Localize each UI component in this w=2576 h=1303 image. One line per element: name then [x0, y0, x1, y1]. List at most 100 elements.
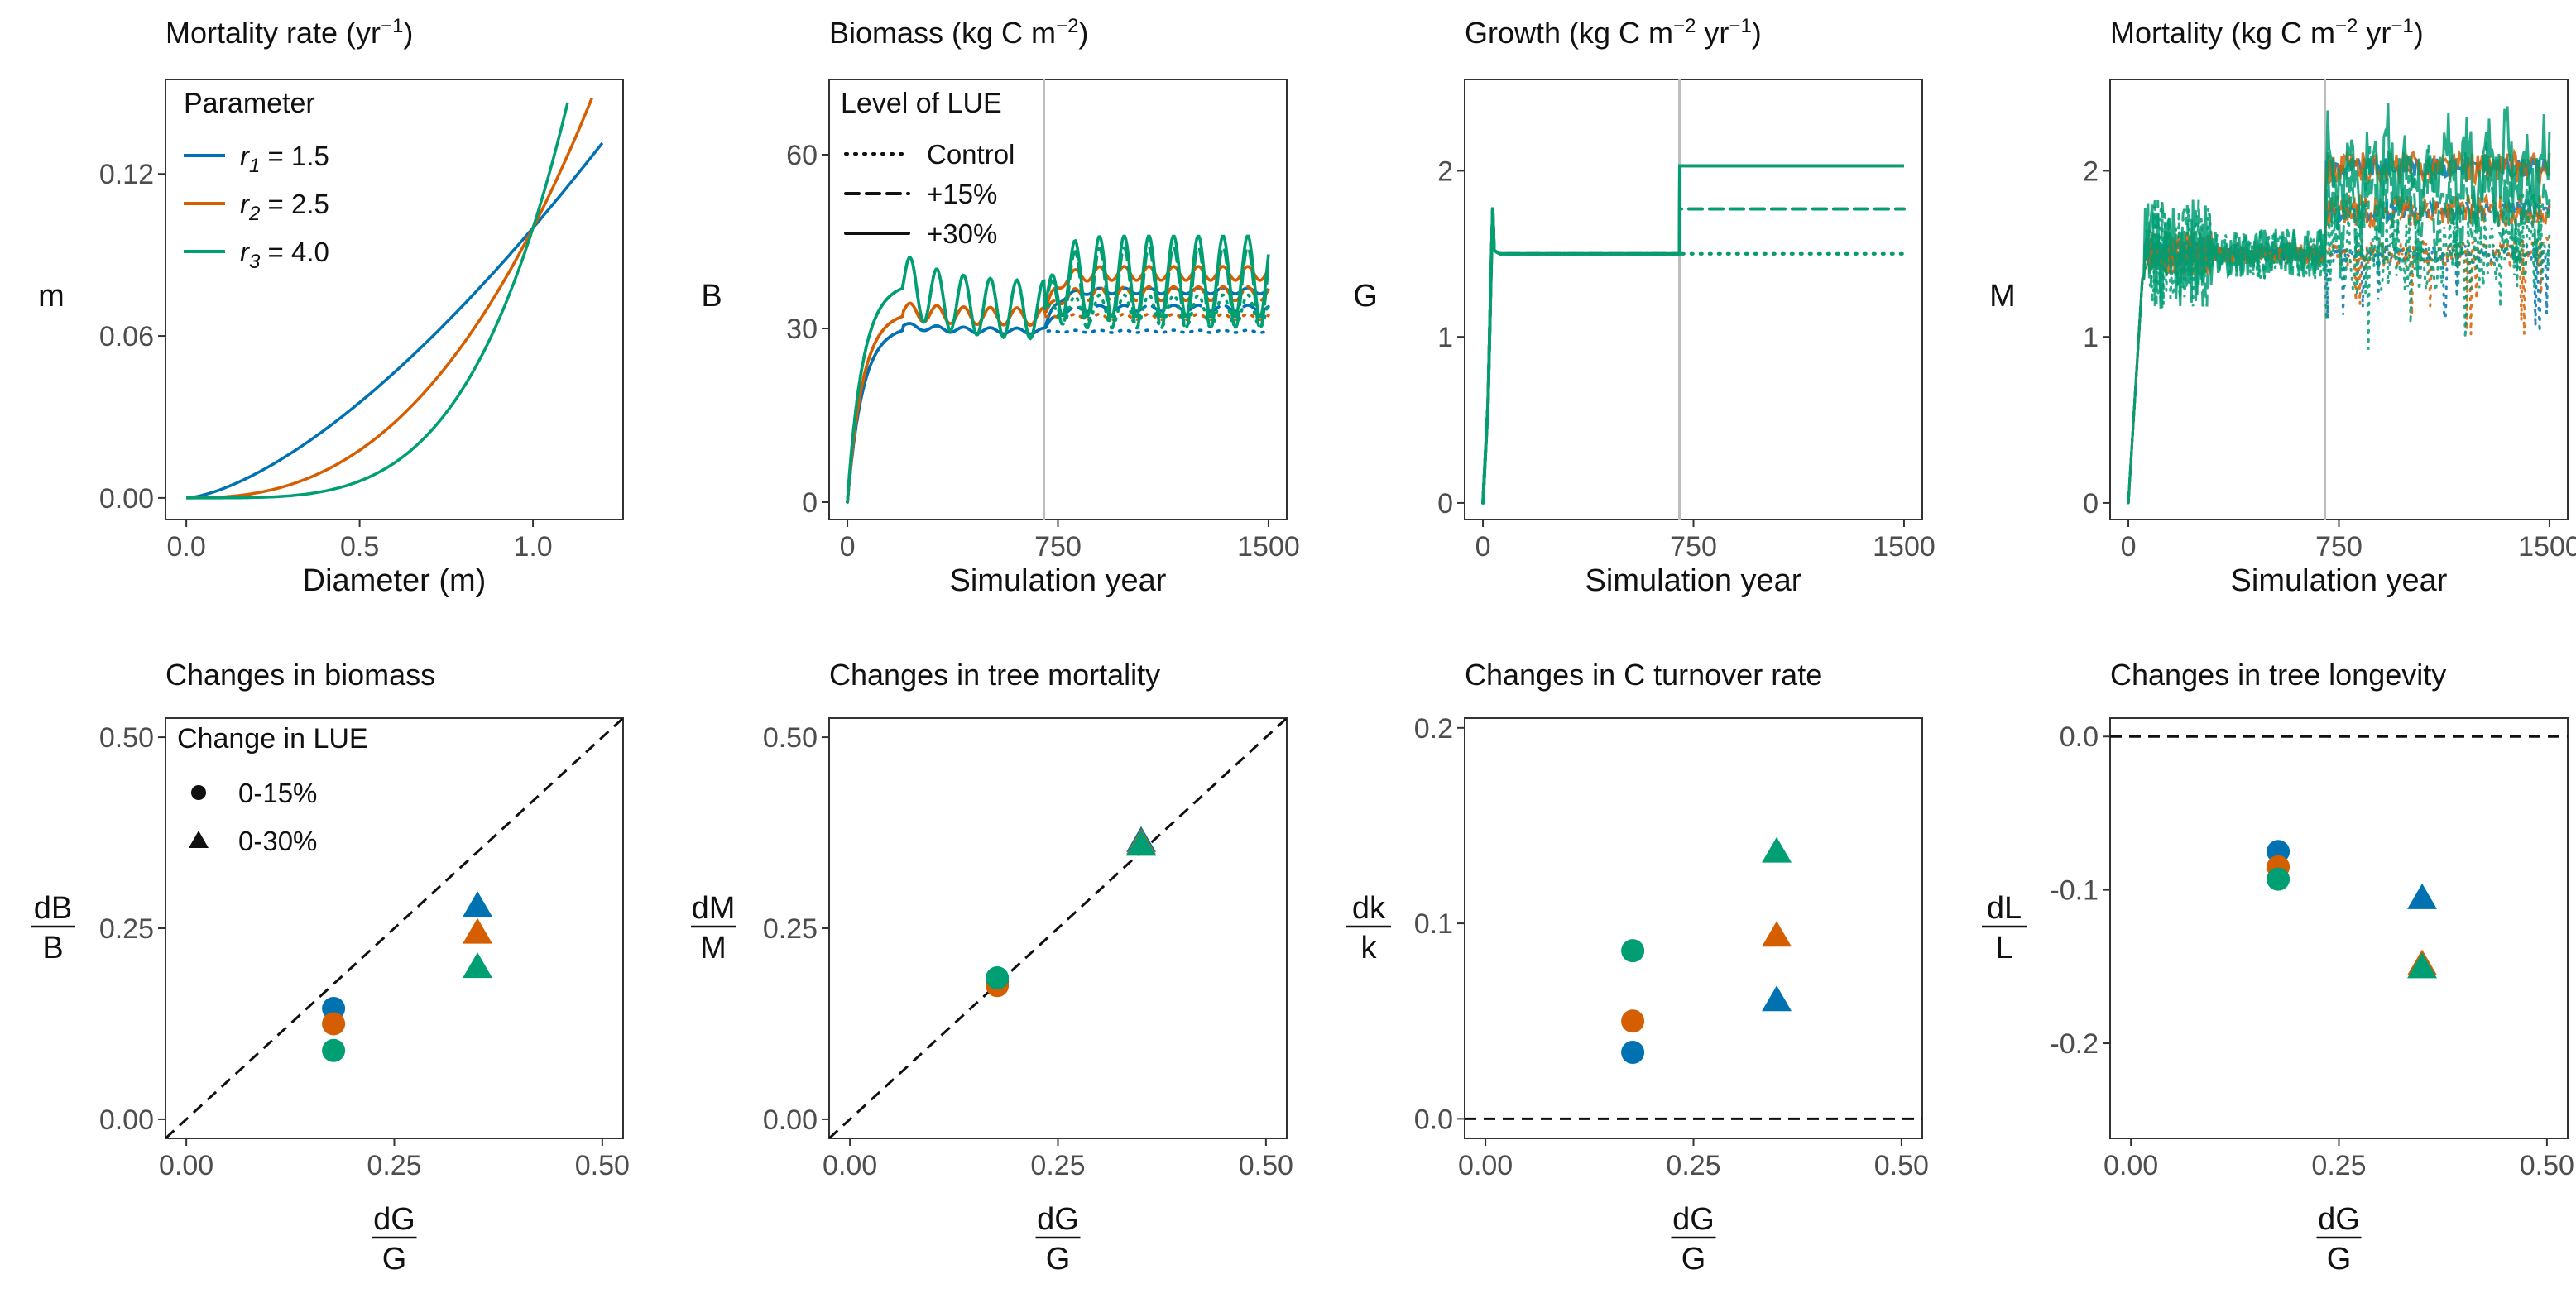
legend-label: Control: [927, 139, 1015, 170]
legend-symbol: r: [240, 141, 251, 171]
y-tick-label: 0.50: [763, 722, 818, 754]
panel-mortality-rate: Mortality rate (yr−1) 0.0 0.5 1.0 0.00 0.06 0.…: [38, 15, 624, 598]
y-tick-label: 0.0: [2060, 721, 2099, 753]
line-r2: [186, 97, 593, 500]
line-r3-control: [1481, 207, 1906, 505]
y-tick-label: 0.1: [1414, 908, 1453, 940]
title-part: yr: [1696, 16, 1729, 50]
line-r2-plus30: [1481, 164, 1904, 503]
point-circle-r3: [322, 1038, 346, 1062]
panel-title: Mortality rate (yr−1): [165, 15, 413, 50]
legend-key-triangle: [189, 831, 209, 848]
x-tick-label: 0.00: [1458, 1150, 1513, 1181]
plot-area: [829, 718, 1287, 1138]
title-part: −2: [1056, 15, 1078, 37]
legend: Level of LUE Control +15% +30%: [841, 88, 1015, 249]
y-tick-label: 0.00: [99, 483, 154, 515]
legend-value: = 2.5: [260, 189, 329, 219]
x-tick-label: 0.50: [1239, 1150, 1293, 1181]
x-axis-label: Simulation year: [1585, 563, 1802, 598]
point-circle-r3: [986, 966, 1010, 990]
plot-area: [165, 718, 623, 1138]
x-tick-label: 0.25: [1666, 1150, 1720, 1181]
legend-label: 0-15%: [238, 778, 317, 808]
legend-value: = 4.0: [260, 237, 329, 267]
title-part: Biomass (kg C m: [829, 16, 1056, 50]
legend: Change in LUE 0-15% 0-30%: [177, 723, 368, 856]
legend-title: Change in LUE: [177, 723, 368, 754]
plot-area: [2110, 735, 2568, 979]
line-r1-plus15: [1481, 207, 1906, 505]
fraction-numerator: dL: [1987, 891, 2022, 926]
legend-label: r3 = 4.0: [240, 237, 329, 273]
fraction-denominator: B: [42, 931, 63, 965]
x-tick-label: 1500: [1237, 531, 1300, 563]
fraction-numerator: dG: [2318, 1202, 2360, 1237]
panel-changes-turnover: Changes in C turnover rate 0.00 0.25 0.50 0.…: [1346, 658, 1929, 1277]
x-axis-label: dG G: [1035, 1202, 1081, 1277]
title-part: ): [2414, 16, 2424, 50]
x-tick-label: 0.25: [2311, 1150, 2366, 1181]
plot-area: [1481, 79, 1906, 520]
x-tick-label: 1.0: [513, 531, 552, 563]
reference-line-identity: [829, 718, 1287, 1138]
legend-label: r2 = 2.5: [240, 189, 329, 225]
legend-subscript: 2: [248, 203, 260, 225]
fraction-denominator: G: [1681, 1242, 1706, 1277]
legend-subscript: 3: [249, 251, 261, 273]
fraction-numerator: dG: [373, 1202, 415, 1237]
y-tick-label: 0.2: [1414, 713, 1453, 745]
point-triangle-r3: [2407, 952, 2438, 979]
panel-mortality: Mortality (kg C m−2 yr−1) 0 750 1500 0 1 2 Simu…: [1989, 15, 2576, 599]
y-axis-label: G: [1353, 279, 1378, 314]
x-tick-label: 0.00: [823, 1150, 877, 1181]
y-axis-label: m: [38, 279, 65, 314]
fraction-numerator: dk: [1352, 891, 1386, 926]
fraction-denominator: L: [1995, 931, 2012, 965]
x-tick-label: 1500: [2518, 531, 2576, 563]
y-tick-label: 2: [2083, 156, 2099, 187]
panel-biomass: Biomass (kg C m−2) 0 750 1500 0 30 60 Simulatio…: [701, 15, 1299, 599]
title-part: yr: [2358, 16, 2391, 50]
y-axis-label: dB B: [31, 891, 75, 965]
panel-title: Changes in C turnover rate: [1465, 658, 1822, 692]
y-tick-label: 0.25: [763, 913, 818, 945]
x-axis-label: dG G: [1671, 1202, 1716, 1277]
y-tick-label: 0.25: [99, 913, 154, 945]
plot-area: [846, 79, 1270, 520]
line-r1-plus15: [846, 304, 1270, 504]
fraction-numerator: dM: [692, 891, 736, 926]
x-tick-label: 0: [1475, 531, 1491, 563]
panel-frame: [2109, 79, 2569, 520]
panel-title: Changes in tree mortality: [829, 658, 1160, 692]
x-axis-label: Diameter (m): [303, 563, 487, 598]
point-triangle-r2: [463, 917, 493, 944]
line-r1-plus30: [846, 286, 1269, 503]
line-r3-plus30: [2127, 103, 2551, 503]
title-part: Mortality rate (yr: [165, 16, 381, 50]
line-r2-control: [1481, 207, 1906, 505]
y-tick-label: 60: [786, 140, 818, 171]
x-axis-label: dG G: [372, 1202, 417, 1277]
x-axis-label: Simulation year: [950, 563, 1167, 598]
title-part: Mortality (kg C m: [2110, 16, 2335, 50]
x-tick-label: 0.0: [167, 531, 206, 563]
fraction-numerator: dG: [1037, 1202, 1079, 1237]
point-triangle-r3: [463, 952, 493, 979]
fraction-denominator: G: [382, 1242, 407, 1277]
panel-frame: [2109, 717, 2569, 1139]
x-tick-label: 0: [2121, 531, 2137, 563]
y-tick-label: -0.1: [2050, 875, 2099, 907]
line-r3: [186, 102, 569, 500]
plot-area: [2127, 79, 2551, 520]
point-triangle-r2: [1762, 921, 1792, 947]
title-part: −2: [1673, 15, 1696, 37]
legend-label: r1 = 1.5: [240, 141, 329, 177]
legend-value: = 1.5: [260, 141, 329, 171]
panel-frame: [1464, 717, 1923, 1139]
title-part: Changes in C turnover rate: [1465, 658, 1822, 692]
y-tick-label: -0.2: [2050, 1028, 2099, 1060]
x-tick-label: 0.25: [367, 1150, 421, 1181]
